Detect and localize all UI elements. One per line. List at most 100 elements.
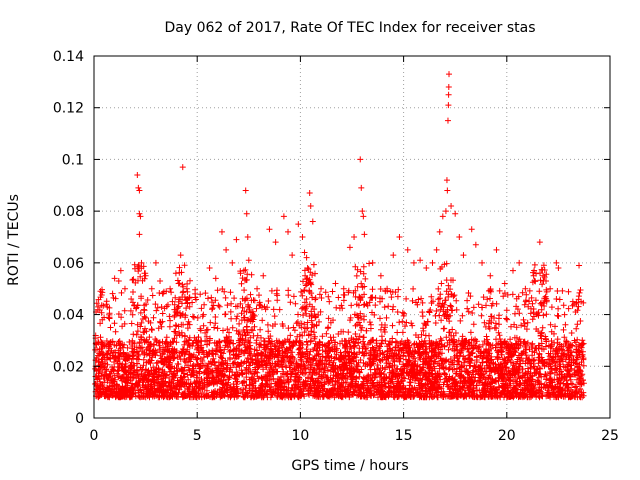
scatter-point: [280, 213, 287, 220]
scatter-point: [95, 303, 102, 310]
scatter-point: [218, 228, 225, 235]
scatter-point: [134, 171, 141, 178]
scatter-point: [410, 259, 417, 266]
scatter-point: [243, 210, 250, 217]
scatter-point: [530, 272, 537, 279]
scatter-point: [103, 301, 110, 308]
scatter-point: [332, 280, 339, 287]
scatter-point: [163, 288, 170, 295]
scatter-point: [206, 265, 213, 272]
scatter-point: [340, 285, 347, 292]
scatter-point: [200, 311, 207, 318]
scatter-point: [244, 234, 251, 240]
scatter-point: [433, 246, 440, 253]
scatter-point: [245, 257, 252, 264]
y-tick-label: 0.14: [53, 49, 84, 65]
scatter-point: [157, 277, 164, 284]
scatter-point: [357, 156, 364, 163]
scatter-point: [136, 187, 143, 194]
scatter-point: [260, 272, 267, 279]
x-tick-label: 15: [395, 428, 413, 444]
scatter-point: [121, 285, 128, 292]
scatter-point: [569, 298, 576, 305]
scatter-point: [318, 285, 325, 292]
scatter-point: [456, 234, 463, 240]
x-tick-label: 0: [90, 428, 99, 444]
scatter-point: [445, 84, 452, 91]
scatter-point: [289, 252, 296, 259]
y-tick-label: 0.06: [53, 256, 84, 272]
y-tick-label: 0.12: [53, 101, 84, 117]
scatter-point: [423, 265, 430, 272]
scatter-point: [369, 259, 376, 266]
scatter-point: [346, 244, 353, 251]
scatter-point: [444, 117, 451, 124]
scatter-point: [111, 275, 118, 282]
y-axis-label: ROTI / TECUs: [6, 194, 22, 286]
plot-frame: [93, 55, 611, 419]
scatter-point: [128, 296, 135, 303]
scatter-point: [516, 259, 523, 266]
scatter-point: [152, 259, 159, 266]
scatter-point: [351, 234, 358, 240]
scatter-point: [445, 102, 452, 109]
scatter-point: [509, 267, 516, 274]
scatter-point: [578, 298, 585, 305]
scatter-point: [99, 316, 106, 323]
scatter-point: [479, 259, 486, 266]
scatter-point: [169, 298, 176, 305]
scatter-point: [444, 187, 451, 194]
scatter-point: [452, 210, 459, 217]
scatter-point: [229, 259, 236, 266]
scatter-point: [237, 270, 244, 277]
scatter-point: [137, 213, 144, 220]
scatter-point: [377, 272, 384, 279]
scatter-point: [138, 259, 145, 266]
scatter-point: [390, 252, 397, 259]
scatter-point: [446, 71, 453, 78]
x-tick-label: 5: [193, 428, 202, 444]
y-tick-label: 0.08: [53, 204, 84, 220]
scatter-point: [429, 259, 436, 266]
scatter-point: [135, 184, 142, 191]
scatter-point: [299, 234, 306, 240]
x-tick-label: 25: [601, 428, 619, 444]
scatter-point: [448, 202, 455, 209]
scatter-point: [460, 252, 467, 259]
y-tick-label: 0.02: [53, 359, 84, 375]
scatter-point: [183, 285, 190, 292]
scatter-point: [272, 239, 279, 246]
scatter-point: [304, 265, 311, 272]
scatter-point: [254, 285, 261, 292]
scatter-point: [309, 218, 316, 225]
scatter-point: [301, 249, 308, 256]
y-tick-label: 0: [75, 411, 84, 427]
scatter-point: [436, 228, 443, 235]
scatter-point: [266, 226, 273, 233]
scatter-point: [177, 252, 184, 259]
scatter-point: [359, 208, 366, 215]
scatter-point: [212, 275, 219, 282]
y-tick-label: 0.1: [62, 152, 84, 168]
scatter-point: [306, 190, 313, 197]
scatter-point: [468, 226, 475, 233]
scatter-point: [233, 236, 240, 243]
scatter-point: [417, 257, 424, 264]
y-tick-label: 0.04: [53, 308, 84, 324]
scatter-point: [472, 241, 479, 248]
scatter-points: [92, 71, 587, 401]
scatter-point: [307, 202, 314, 209]
scatter-point: [553, 259, 560, 266]
scatter-point: [295, 221, 302, 228]
scatter-point: [404, 246, 411, 253]
scatter-point: [192, 290, 199, 297]
scatter-point: [547, 285, 554, 292]
scatter-point: [555, 265, 562, 272]
scatter-point: [326, 298, 333, 305]
scatter-point: [358, 184, 365, 191]
scatter-point: [396, 234, 403, 240]
scatter-point: [361, 231, 368, 238]
scatter-point: [148, 285, 155, 292]
scatter-point: [384, 285, 391, 292]
